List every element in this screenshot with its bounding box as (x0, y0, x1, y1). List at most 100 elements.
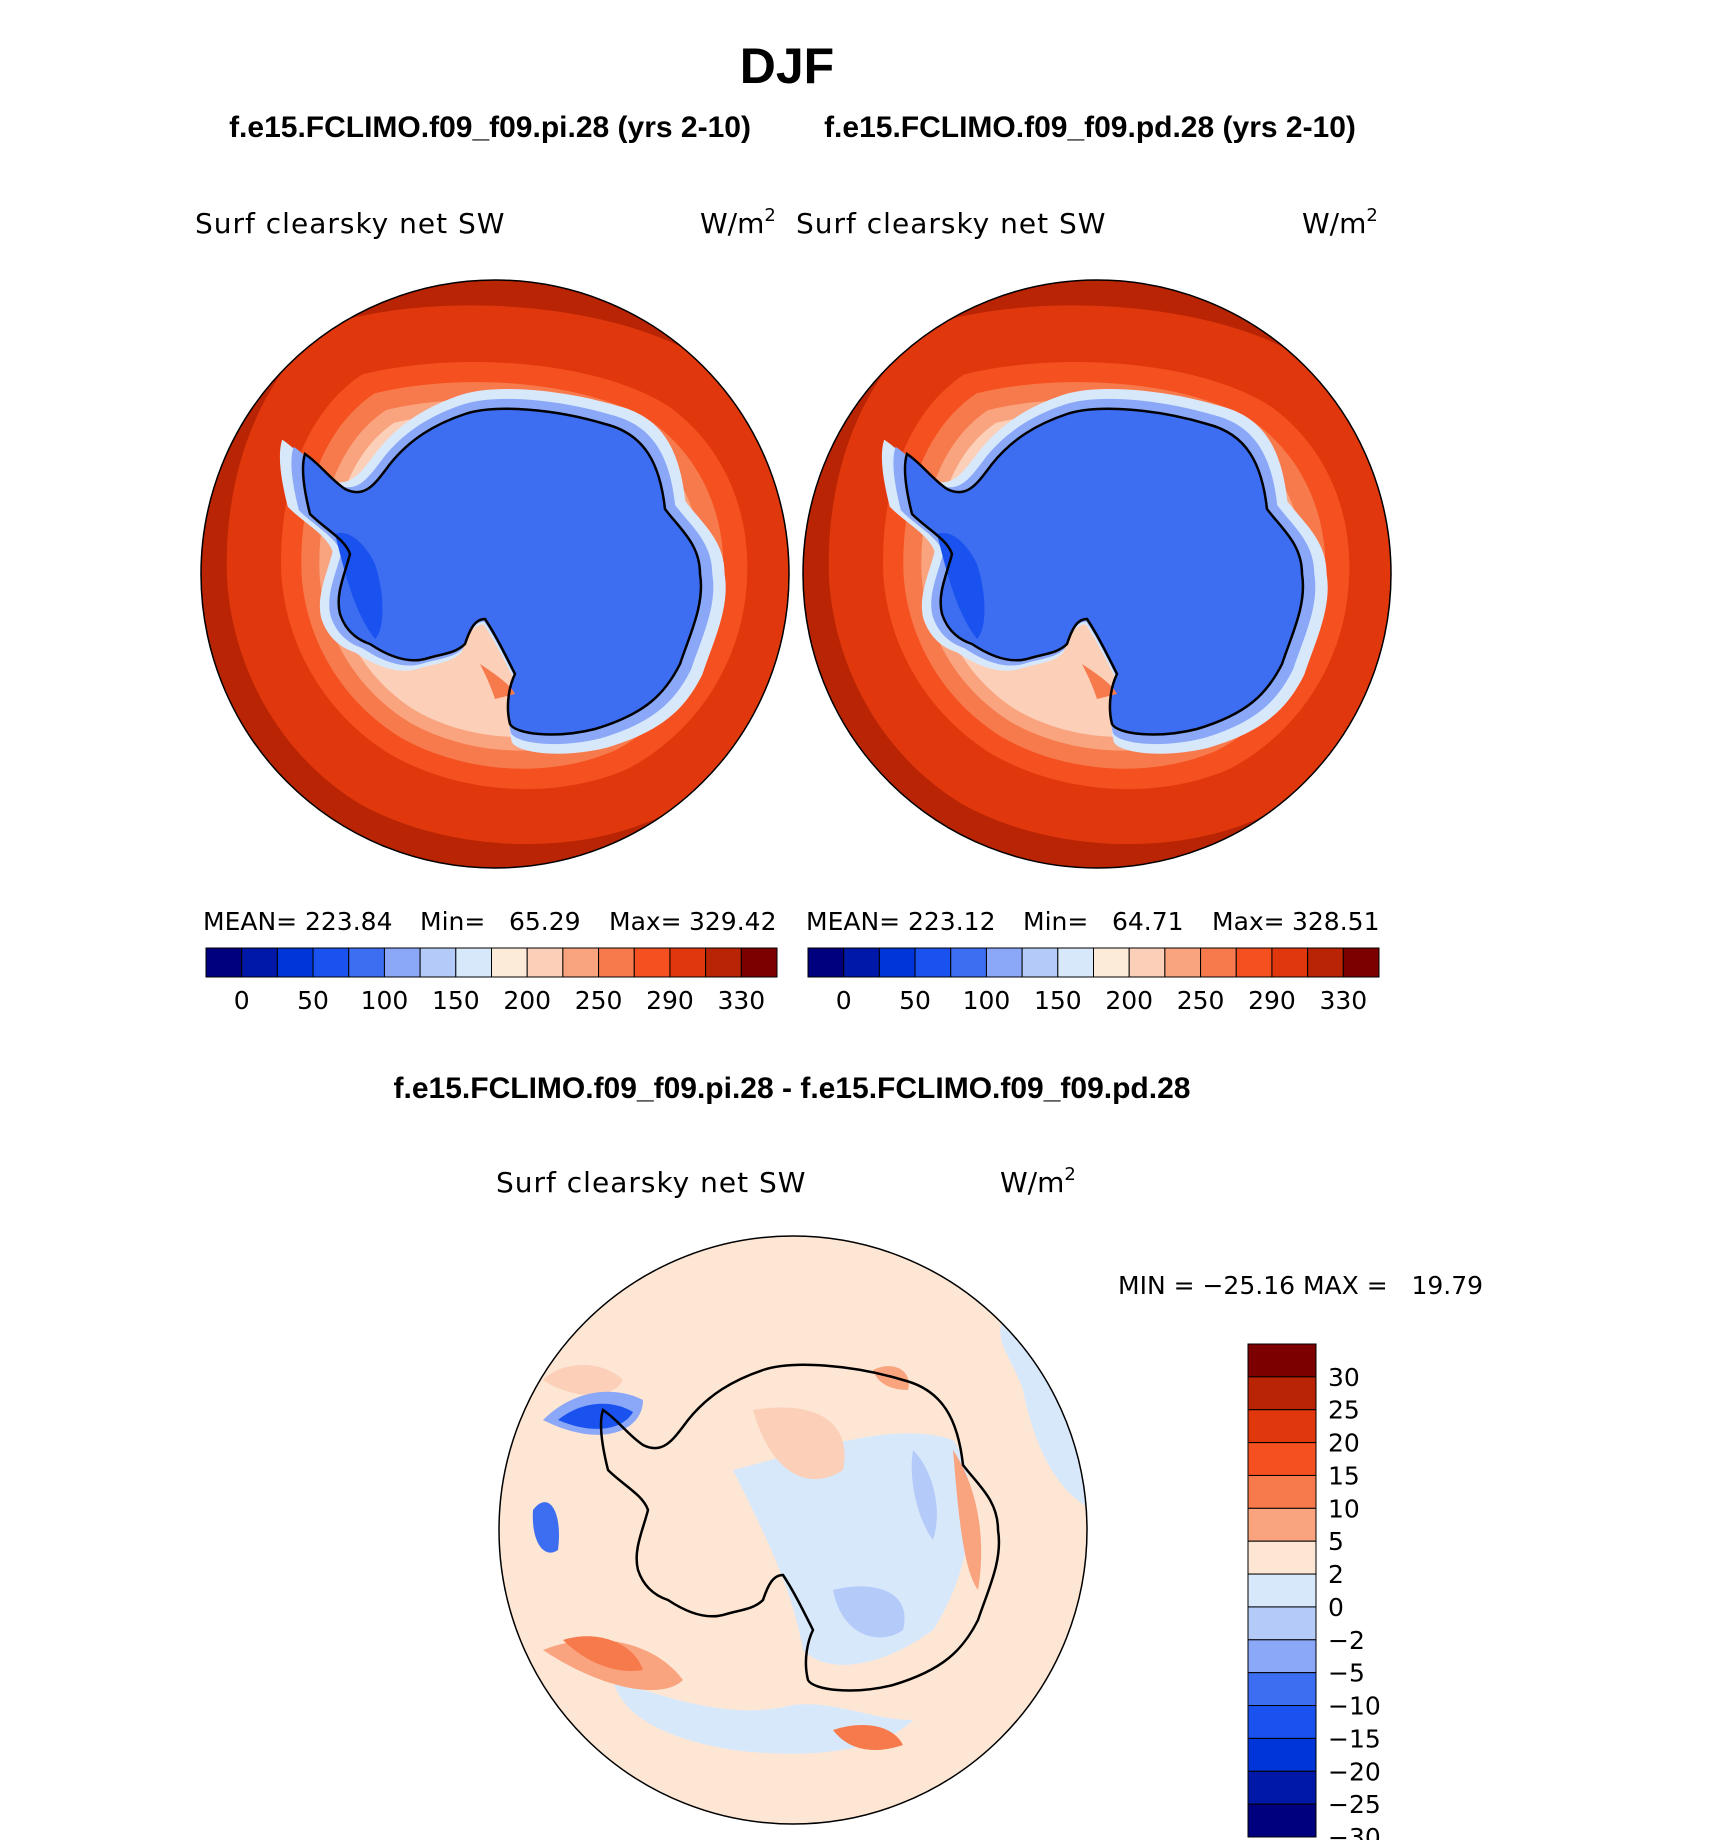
colorbar-tick-label: −30 (1328, 1823, 1381, 1840)
main-title: DJF (740, 38, 834, 94)
colorbar-swatch (1247, 1639, 1317, 1674)
colorbar-swatch (1307, 947, 1344, 978)
colorbar-swatch (1247, 1442, 1317, 1476)
colorbar-swatch (455, 947, 492, 978)
stat-min-value: 64.71 (1112, 907, 1184, 936)
stat-mean-label: MEAN= (203, 907, 297, 936)
colorbar-swatch (1247, 1606, 1317, 1641)
difference-minmax: MIN = −25.16 MAX = 19.79 (1118, 1271, 1483, 1300)
colorbar-tick-label: 200 (503, 986, 551, 1015)
colorbar-swatch (950, 947, 987, 978)
colorbar-tick-label: 100 (963, 986, 1011, 1015)
panel-left-map-border (200, 279, 790, 869)
difference-title: f.e15.FCLIMO.f09_f09.pi.28 - f.e15.FCLIM… (394, 1072, 1191, 1105)
stat-max-value: 329.42 (689, 907, 776, 936)
panel-left-stats: MEAN= 223.84 Min= 65.29 Max= 329.42 (203, 907, 776, 936)
panel-right-map (803, 280, 1391, 868)
colorbar-tick-label: 250 (575, 986, 623, 1015)
colorbar-swatch (1247, 1705, 1317, 1739)
colorbar-swatch (241, 947, 278, 978)
difference-units-base: W/m (1000, 1166, 1064, 1199)
stat-mean-value: 223.12 (908, 907, 995, 936)
panel-left-case-title: f.e15.FCLIMO.f09_f09.pi.28 (yrs 2-10) (229, 111, 751, 144)
colorbar-swatch (1247, 1770, 1317, 1805)
colorbar-tick-label: 290 (646, 986, 694, 1015)
panel-right-units: W/m2 (1302, 205, 1378, 240)
colorbar-swatch (1342, 947, 1380, 978)
colorbar-swatch (740, 947, 778, 978)
colorbar-tick-label: 150 (432, 986, 480, 1015)
stat-min-value: 65.29 (509, 907, 581, 936)
colorbar-swatch (1128, 947, 1166, 978)
colorbar-swatch (878, 947, 916, 978)
colorbar-tick-label: 30 (1328, 1363, 1360, 1392)
panel-left-variable: Surf clearsky net SW (195, 207, 505, 240)
colorbar-swatch (1247, 1376, 1317, 1411)
colorbar-tick-label: 330 (717, 986, 765, 1015)
colorbar-swatch (1247, 1343, 1317, 1378)
colorbar-swatch (383, 947, 421, 978)
difference-units-sup: 2 (1064, 1164, 1075, 1185)
colorbar-swatch (705, 947, 742, 978)
colorbar-swatch (1247, 1409, 1317, 1444)
stat-max-label: Max= (609, 907, 682, 936)
panel-right-units-sup: 2 (1366, 205, 1377, 226)
colorbar-tick-label: 0 (836, 986, 852, 1015)
colorbar-swatch (526, 947, 564, 978)
colorbar-tick-label: −20 (1328, 1757, 1381, 1786)
colorbar-swatch (419, 947, 457, 978)
colorbar-swatch (491, 947, 528, 978)
colorbar-tick-label: 10 (1328, 1494, 1360, 1523)
difference-map-border (498, 1235, 1088, 1825)
colorbar-tick-label: 0 (234, 986, 250, 1015)
colorbar-tick-label: −25 (1328, 1790, 1381, 1819)
colorbar-tick-label: 5 (1328, 1527, 1344, 1556)
colorbar-swatch (1093, 947, 1130, 978)
panel-left-units: W/m2 (700, 205, 776, 240)
colorbar-swatch (1271, 947, 1309, 978)
stat-max-label: Max= (1212, 907, 1285, 936)
colorbar-swatch (1057, 947, 1094, 978)
colorbar-tick-label: 0 (1328, 1593, 1344, 1622)
colorbar-tick-label: −2 (1328, 1626, 1365, 1655)
panel-left-units-sup: 2 (764, 205, 775, 226)
colorbar-tick-label: 330 (1319, 986, 1367, 1015)
panel-left-units-base: W/m (700, 207, 764, 240)
colorbar-swatch (348, 947, 385, 978)
colorbar-tick-label: −10 (1328, 1692, 1381, 1721)
colorbar-swatch (985, 947, 1023, 978)
colorbar-swatch (843, 947, 880, 978)
difference-map (499, 1236, 1087, 1824)
colorbar-swatch (1247, 1474, 1317, 1509)
panel-right-variable: Surf clearsky net SW (796, 207, 1106, 240)
colorbar-tick-label: −5 (1328, 1659, 1365, 1688)
colorbar-swatch (1247, 1507, 1317, 1542)
colorbar-tick-label: 15 (1328, 1461, 1360, 1490)
colorbar-swatch (914, 947, 952, 978)
stat-min-label: Min= (420, 907, 485, 936)
colorbar-swatch (1247, 1737, 1317, 1772)
stat-min-label: Min= (1023, 907, 1088, 936)
colorbar-swatch (1235, 947, 1273, 978)
stat-max-value: 328.51 (1292, 907, 1379, 936)
colorbar-swatch (312, 947, 350, 978)
panel-right-case-title: f.e15.FCLIMO.f09_f09.pd.28 (yrs 2-10) (824, 111, 1356, 144)
stat-mean-label: MEAN= (806, 907, 900, 936)
colorbar-swatch (669, 947, 707, 978)
panel-right-map-border (802, 279, 1392, 869)
colorbar-swatch (1247, 1803, 1317, 1838)
colorbar-swatch (633, 947, 671, 978)
colorbar-swatch (562, 947, 600, 978)
panel-right-stats: MEAN= 223.12 Min= 64.71 Max= 328.51 (806, 907, 1379, 936)
colorbar-tick-label: 250 (1177, 986, 1225, 1015)
colorbar-tick-label: 25 (1328, 1396, 1360, 1425)
colorbar-swatch (205, 947, 243, 978)
difference-units: W/m2 (1000, 1164, 1076, 1199)
colorbar-tick-label: 150 (1034, 986, 1082, 1015)
colorbar-tick-label: 100 (361, 986, 409, 1015)
colorbar-tick-label: 20 (1328, 1429, 1360, 1458)
difference-variable: Surf clearsky net SW (496, 1166, 806, 1199)
colorbar-tick-label: −15 (1328, 1724, 1381, 1753)
